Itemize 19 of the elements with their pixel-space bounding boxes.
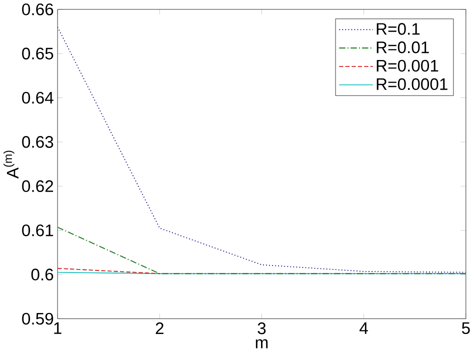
y-tick-label: 0.65 — [22, 48, 54, 60]
legend-label: R=0.0001 — [376, 78, 448, 90]
y-axis-title: A$^{(m)}$ — [3, 150, 18, 179]
legend-label: R=0.001 — [376, 60, 438, 72]
y-tick-label: 0.61 — [22, 224, 54, 236]
y-tick-label: 0.66 — [22, 4, 54, 16]
legend-label: R=0.1 — [376, 23, 420, 35]
y-tick-label: 0.62 — [22, 180, 54, 192]
legend-label: R=0.01 — [376, 42, 429, 54]
x-tick-label: 2 — [156, 322, 164, 334]
y-tick-label: 0.63 — [22, 136, 54, 148]
x-tick-label: 1 — [54, 322, 62, 334]
x-tick-label: 3 — [258, 322, 266, 334]
x-tick-label: 4 — [360, 322, 368, 334]
y-tick-label: 0.6 — [31, 268, 54, 281]
y-tick-label: 0.64 — [22, 92, 54, 104]
y-tick-label: 0.59 — [22, 312, 54, 325]
x-tick-label: 5 — [462, 322, 470, 334]
x-axis-title: m — [256, 339, 268, 348]
